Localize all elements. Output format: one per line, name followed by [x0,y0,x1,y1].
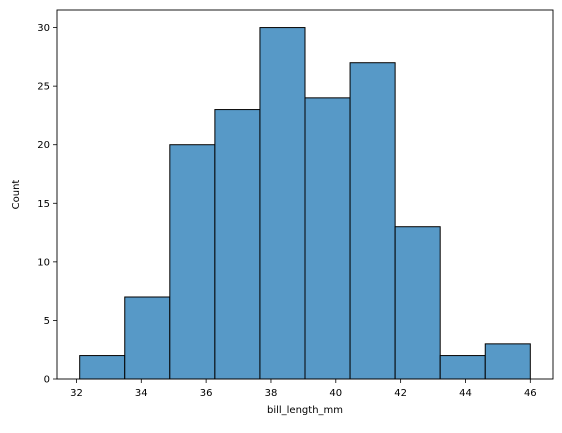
histogram-bar-4 [214,109,261,380]
x-axis: 32 34 36 38 40 42 44 46 [70,379,537,399]
x-tick-label: 32 [70,388,83,399]
histogram-bar-2 [124,296,171,380]
y-tick-label: 30 [37,23,50,34]
y-tick-label: 10 [37,257,50,268]
histogram-bar-6 [304,97,351,380]
x-tick-label: 46 [524,388,537,399]
x-tick-label: 36 [200,388,213,399]
x-tick-label: 38 [265,388,278,399]
y-tick-label: 5 [44,316,50,327]
bars-group [79,27,531,380]
y-tick-label: 25 [37,82,50,93]
x-axis-label: bill_length_mm [267,405,343,416]
histogram-bar-1 [79,355,126,380]
y-axis: 0 5 10 15 20 25 30 [37,23,57,386]
histogram-bar-8 [394,226,441,380]
histogram-bar-10 [484,343,531,380]
y-axis-label: Count [11,180,22,210]
x-tick-label: 42 [394,388,407,399]
plot-frame [56,9,554,380]
y-tick-label: 15 [37,199,50,210]
x-tick-label: 34 [135,388,148,399]
histogram-bar-9 [439,355,486,380]
histogram-bar-7 [349,62,396,380]
y-tick-label: 20 [37,140,50,151]
x-tick-label: 40 [329,388,342,399]
x-tick-label: 44 [459,388,472,399]
y-tick-label: 0 [44,375,50,386]
histogram-bar-3 [169,144,216,380]
histogram-bar-5 [259,27,306,380]
